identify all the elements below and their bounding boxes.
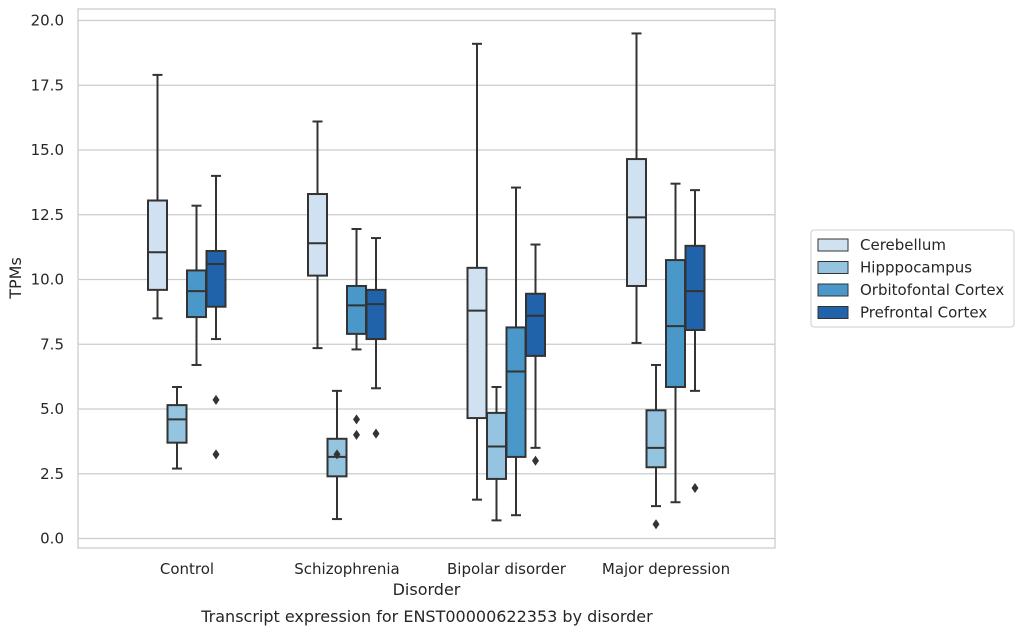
outlier-point [333,449,341,460]
x-tick-label: Schizophrenia [294,560,399,578]
box-cerebellum [147,73,168,320]
box-hipppocampus [645,363,667,530]
x-axis-label: Disorder [393,580,461,599]
legend-label: Orbitofontal Cortex [860,281,1004,299]
iqr-box [186,269,207,319]
outlier-point [353,429,360,440]
y-tick-label: 2.5 [40,465,64,483]
x-tick-labels: Control Schizophrenia Bipolar disorder Majo… [160,560,730,578]
legend-label: Prefrontal Cortex [860,304,987,322]
legend-swatch [817,261,849,274]
box-prefrontal-cortex [205,174,227,460]
iqr-box [365,288,387,341]
outlier-point [353,414,360,425]
outlier-point [532,455,539,466]
legend-swatch [817,238,849,252]
y-tick-label: 5.0 [40,400,64,418]
x-tick-label: Major depression [602,560,730,578]
legend-frame [810,229,1015,328]
iqr-box [645,409,667,469]
y-tick-label: 0.0 [40,530,64,548]
iqr-box [626,158,647,287]
legend-label: Hipppocampus [860,259,972,277]
box-cerebellum [307,120,328,350]
y-tick-label: 15.0 [31,141,64,159]
box-cerebellum [626,32,647,344]
iqr-box [525,292,546,357]
y-tick-label: 7.5 [40,335,64,353]
iqr-box [307,193,328,277]
box-cerebellum [466,42,488,501]
iqr-box [166,404,188,444]
box-prefrontal-cortex [684,189,706,493]
box-orbitofontal-cortex [186,204,207,366]
box-prefrontal-cortex [365,237,387,439]
box-hipppocampus [166,385,188,470]
outlier-point [691,482,699,493]
outlier-point [652,519,660,530]
box-hipppocampus [486,385,507,522]
outlier-point [372,428,380,439]
outlier-point [212,394,220,405]
x-tick-label: Control [160,560,214,578]
y-tick-label: 12.5 [31,206,64,224]
y-axis-label: TPMs [6,257,25,300]
legend: Cerebellum Hipppocampus Orbitofontal Corte… [810,229,1015,328]
box-series-group [147,32,706,530]
x-tick-label: Bipolar disorder [447,560,567,578]
y-tick-labels: 0.0 2.5 5.0 7.5 10.0 12.5 15.0 17.5 20.0 [31,12,64,548]
iqr-box [346,284,367,335]
y-tick-label: 20.0 [31,12,64,30]
box-hipppocampus [326,389,348,521]
outlier-point [212,449,220,460]
iqr-box [665,259,686,388]
y-tick-label: 10.0 [31,271,64,289]
iqr-box [505,326,527,458]
plot-frame [77,8,776,549]
chart-caption: Transcript expression for ENST0000062235… [200,607,653,626]
iqr-box [466,266,488,420]
box-prefrontal-cortex [525,243,546,466]
iqr-box [684,244,706,332]
legend-swatch [817,306,849,319]
legend-swatch [817,283,849,297]
legend-label: Cerebellum [860,236,946,254]
iqr-box [147,199,168,291]
iqr-box [205,250,227,308]
box-orbitofontal-cortex [505,186,527,517]
grid-lines [78,19,775,540]
y-tick-label: 17.5 [31,76,64,94]
